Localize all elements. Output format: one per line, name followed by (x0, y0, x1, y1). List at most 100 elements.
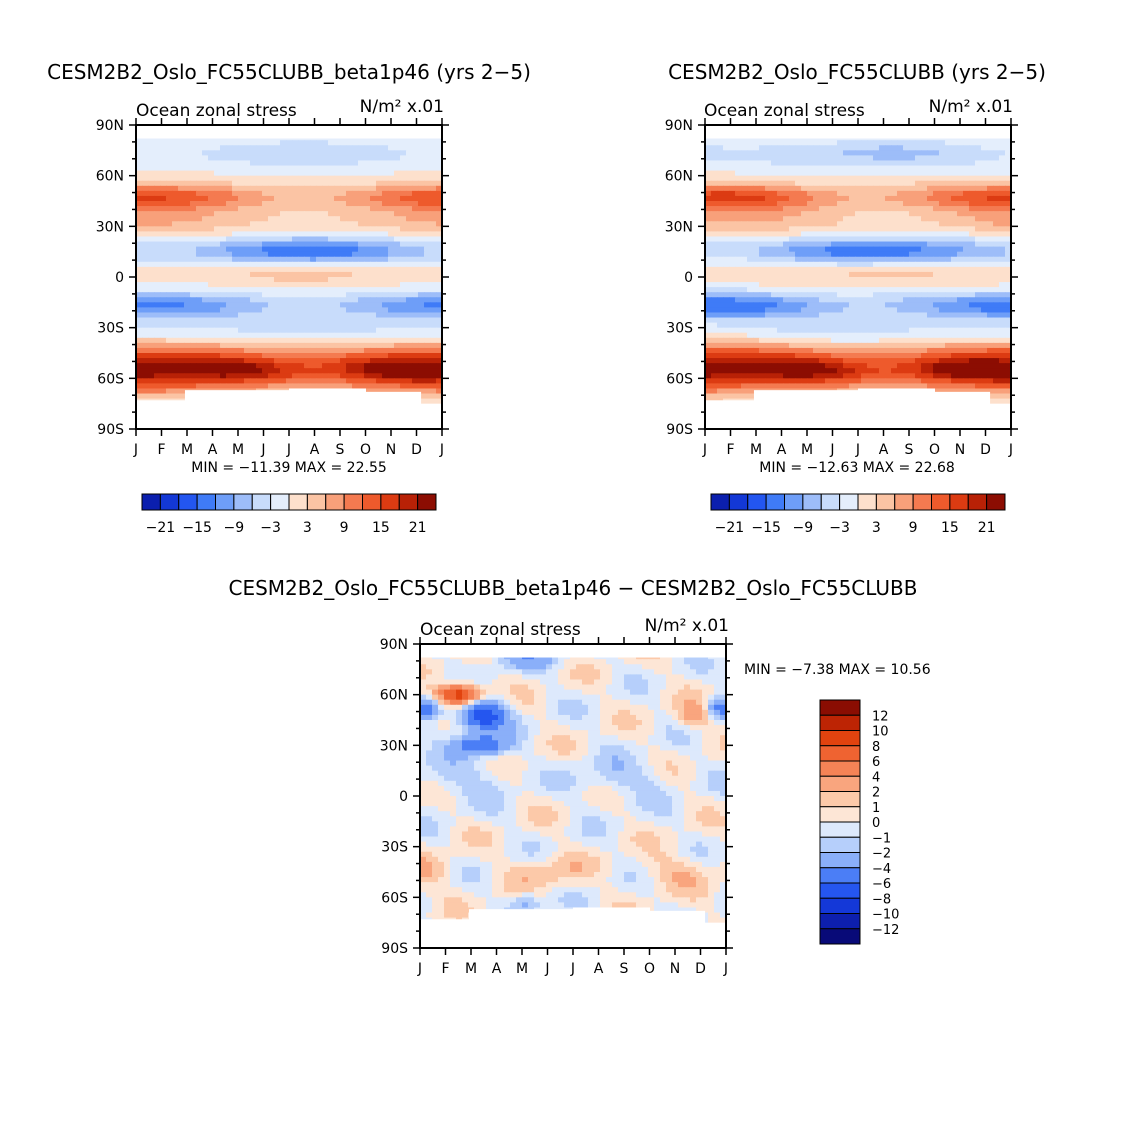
field-cell (142, 175, 149, 182)
field-cell (358, 221, 365, 227)
field-cell (969, 277, 976, 283)
field-cell (172, 256, 179, 263)
field-cell (178, 211, 185, 217)
field-cell (364, 337, 371, 344)
field-cell (759, 150, 766, 156)
field-cell (717, 302, 724, 308)
field-cell (430, 170, 437, 177)
field-cell (406, 140, 413, 146)
field-cell (412, 322, 419, 329)
field-cell (921, 211, 928, 217)
field-cell (352, 221, 359, 227)
field-cell (813, 150, 820, 156)
field-cell (310, 302, 317, 308)
field-cell (202, 206, 209, 212)
field-cell (388, 155, 395, 162)
field-cell (382, 256, 389, 263)
field-cell (190, 221, 197, 227)
field-cell (238, 317, 245, 324)
field-cell (933, 287, 940, 293)
field-cell (987, 190, 994, 197)
field-cell (394, 282, 401, 288)
field-cell (400, 292, 407, 298)
field-cell (274, 347, 281, 354)
field-cell (735, 190, 742, 197)
field-cell (286, 347, 293, 354)
field-cell (777, 297, 784, 303)
field-cell (286, 302, 293, 308)
field-cell (819, 160, 826, 167)
field-cell (436, 337, 442, 344)
field-cell (322, 190, 329, 197)
field-cell (735, 140, 742, 146)
field-cell (154, 378, 161, 384)
field-cell (238, 190, 245, 197)
field-cell (358, 266, 365, 273)
field-cell (346, 201, 353, 207)
field-cell (987, 201, 994, 207)
field-cell (352, 297, 359, 303)
field-cell (256, 180, 263, 187)
field-cell (729, 236, 736, 243)
field-cell (208, 327, 215, 334)
field-cell (238, 368, 245, 374)
field-cell (412, 221, 419, 227)
field-cell (154, 231, 161, 238)
field-cell (903, 256, 910, 263)
field-cell (981, 175, 988, 182)
field-cell (316, 251, 323, 258)
field-cell (298, 256, 305, 263)
field-cell (430, 160, 437, 167)
field-cell (400, 246, 407, 253)
field-cell (861, 165, 868, 172)
field-cell (274, 165, 281, 172)
field-cell (238, 322, 245, 329)
field-cell (232, 231, 239, 238)
field-cell (214, 150, 221, 156)
field-cell (987, 175, 994, 182)
field-cell (370, 322, 377, 329)
field-cell (370, 282, 377, 288)
field-cell (777, 251, 784, 258)
field-cell (298, 261, 305, 268)
field-cell (873, 165, 880, 172)
field-cell (879, 287, 886, 293)
field-cell (208, 226, 215, 232)
field-cell (376, 231, 383, 238)
field-cell (933, 256, 940, 263)
field-cell (364, 317, 371, 324)
field-cell (286, 307, 293, 314)
field-cell (867, 271, 874, 278)
field-cell (340, 358, 347, 364)
field-cell (951, 282, 958, 288)
field-cell (873, 206, 880, 212)
field-cell (352, 251, 359, 258)
field-cell (136, 271, 143, 278)
field-cell (400, 216, 407, 222)
field-cell (244, 292, 251, 298)
field-cell (400, 368, 407, 374)
field-cell (178, 216, 185, 222)
field-cell (154, 251, 161, 258)
field-cell (885, 282, 892, 288)
field-cell (304, 337, 311, 344)
field-cell (250, 353, 257, 359)
field-cell (855, 140, 862, 146)
field-cell (903, 160, 910, 167)
field-cell (987, 155, 994, 162)
field-cell (286, 211, 293, 217)
field-cell (310, 190, 317, 197)
field-cell (951, 150, 958, 156)
field-cell (903, 165, 910, 172)
field-cell (244, 216, 251, 222)
field-cell (891, 145, 898, 151)
field-cell (160, 297, 167, 303)
field-cell (394, 347, 401, 354)
field-cell (394, 241, 401, 248)
field-cell (765, 195, 772, 202)
field-cell (867, 282, 874, 288)
field-cell (382, 307, 389, 314)
field-cell (166, 383, 173, 390)
field-cell (190, 195, 197, 202)
field-cell (981, 201, 988, 207)
